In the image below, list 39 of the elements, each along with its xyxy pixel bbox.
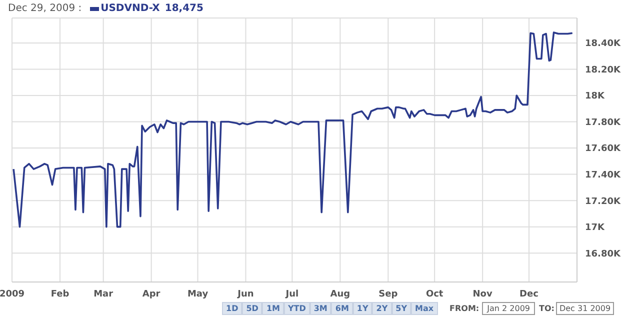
x-tick-label: Oct: [426, 289, 444, 300]
range-button: 1D: [222, 302, 242, 315]
y-tick-label: 17.20K: [585, 196, 621, 207]
line-series: [12, 32, 574, 228]
y-tick-label: 17.60K: [585, 144, 621, 154]
range-button: 5Y: [392, 302, 411, 315]
x-tick-label: Mar: [94, 289, 114, 300]
text: TO:: [539, 304, 554, 313]
x-tick-label: 2009: [0, 289, 25, 300]
range-button: 1Y: [352, 302, 372, 315]
y-tick-label: 17.80K: [585, 118, 621, 128]
x-tick-label: Jul: [284, 289, 299, 300]
y-tick-label: 18.20K: [585, 65, 621, 76]
y-tick-label: 17K: [585, 223, 606, 234]
range-button: YTD: [284, 302, 310, 315]
y-tick-label: 18.40K: [585, 39, 621, 50]
x-tick-label: Feb: [50, 289, 70, 300]
range-button: 5D: [242, 302, 262, 315]
text: FROM:: [450, 304, 480, 313]
x-tick-label: Aug: [330, 289, 350, 300]
x-tick-label: Nov: [472, 289, 492, 300]
date-field: Dec 31 2009: [556, 302, 614, 315]
text: Dec 29, 2009 :: [8, 3, 82, 14]
y-tick-label: 18K: [585, 92, 606, 102]
range-button: 3M: [310, 302, 332, 315]
range-button: 6M: [331, 302, 353, 315]
text: 18,475: [164, 3, 204, 14]
x-tick-label: Sep: [378, 289, 398, 300]
x-tick-label: Jun: [236, 289, 254, 300]
range-button: 1M: [262, 302, 284, 315]
y-tick-label: 16.80K: [585, 249, 621, 260]
legend-label: USDVND-X: [100, 3, 160, 14]
date-field: Jan 2 2009: [482, 302, 535, 315]
x-tick-label: Apr: [142, 289, 161, 300]
range-button: 2Y: [372, 302, 392, 315]
x-tick-label: Dec: [520, 289, 538, 300]
x-tick-label: May: [187, 289, 208, 300]
range-button: Max: [411, 302, 438, 315]
y-tick-label: 17.40K: [585, 170, 621, 180]
